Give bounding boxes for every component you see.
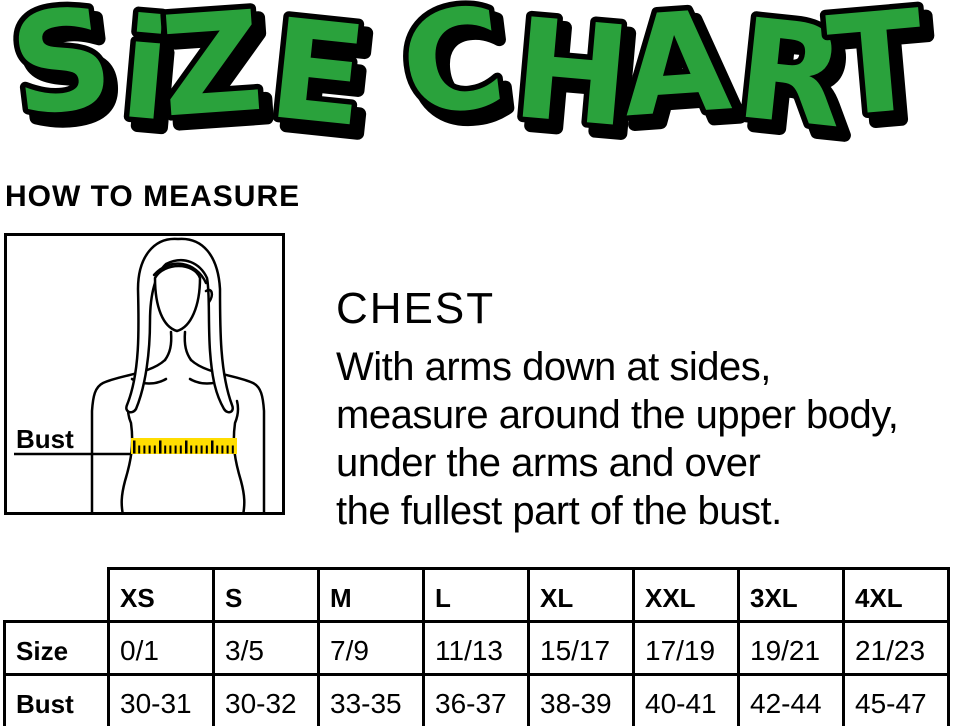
figure-ear bbox=[204, 288, 214, 304]
title-shadow-text: SiZE CHART bbox=[10, 0, 938, 155]
bust-label: Bust bbox=[16, 424, 74, 454]
size-value: 0/1 bbox=[107, 620, 215, 676]
row-label-bust: Bust bbox=[3, 673, 110, 726]
figure-neck-line bbox=[163, 330, 173, 362]
column-header-xs: XS bbox=[107, 567, 215, 623]
size-value: 19/21 bbox=[737, 620, 845, 676]
figure-border-box bbox=[4, 233, 285, 515]
bust-value: 42-44 bbox=[737, 673, 845, 726]
column-header-l: L bbox=[422, 567, 530, 623]
instruction-line: measure around the upper body, bbox=[336, 393, 899, 437]
figure-fringe bbox=[152, 262, 208, 285]
table-header-row: XS S M L XL XXL 3XL 4XL bbox=[5, 567, 950, 623]
size-value: 21/23 bbox=[842, 620, 950, 676]
row-label-size: Size bbox=[3, 620, 110, 676]
bust-value: 30-32 bbox=[212, 673, 320, 726]
size-value: 7/9 bbox=[317, 620, 425, 676]
chest-heading: CHEST bbox=[336, 284, 496, 333]
bust-value: 40-41 bbox=[632, 673, 740, 726]
column-header-xl: XL bbox=[527, 567, 635, 623]
table-corner-cell bbox=[5, 569, 109, 622]
figure-hair bbox=[125, 237, 234, 414]
column-header-s: S bbox=[212, 567, 320, 623]
instruction-line: the fullest part of the bust. bbox=[336, 489, 782, 533]
table-row-size: Size 0/1 3/5 7/9 11/13 15/17 17/19 19/21… bbox=[3, 620, 950, 676]
measurement-figure-diagram: Bust bbox=[4, 233, 285, 515]
figure-torso-left bbox=[120, 399, 134, 515]
size-value: 3/5 bbox=[212, 620, 320, 676]
bust-tape bbox=[131, 438, 237, 454]
instruction-line: With arms down at sides, bbox=[336, 345, 771, 389]
column-header-4xl: 4XL bbox=[842, 567, 950, 623]
column-header-3xl: 3XL bbox=[737, 567, 845, 623]
bust-value: 38-39 bbox=[527, 673, 635, 726]
figure-shoulder-arm-left bbox=[90, 358, 167, 515]
figure-shoulder-arm-right bbox=[189, 358, 266, 515]
how-to-measure-heading: HOW TO MEASURE bbox=[5, 180, 301, 213]
title-text: SiZE CHART bbox=[2, 0, 930, 155]
bust-value: 33-35 bbox=[317, 673, 425, 726]
column-header-xxl: XXL bbox=[632, 567, 740, 623]
figure-torso-right bbox=[232, 399, 246, 515]
figure-neck-line bbox=[183, 330, 193, 362]
bust-value: 45-47 bbox=[842, 673, 950, 726]
size-chart-title: SiZE CHART SiZE CHART bbox=[0, 0, 945, 155]
instruction-line: under the arms and over bbox=[336, 441, 761, 485]
bust-value: 36-37 bbox=[422, 673, 530, 726]
size-value: 11/13 bbox=[422, 620, 530, 676]
size-table: XS S M L XL XXL 3XL 4XL Size 0/1 3/5 7/9… bbox=[3, 567, 950, 726]
column-header-m: M bbox=[317, 567, 425, 623]
size-value: 17/19 bbox=[632, 620, 740, 676]
table-row-bust: Bust 30-31 30-32 33-35 36-37 38-39 40-41… bbox=[3, 673, 950, 726]
size-value: 15/17 bbox=[527, 620, 635, 676]
chest-instructions: CHEST With arms down at sides, measure a… bbox=[336, 284, 951, 535]
figure-face bbox=[153, 264, 202, 333]
bust-value: 30-31 bbox=[107, 673, 215, 726]
